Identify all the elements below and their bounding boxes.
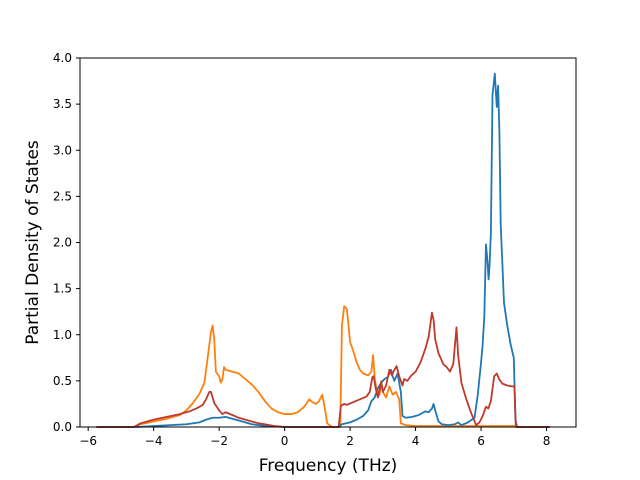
series-layer: [96, 72, 550, 428]
y-axis-title: Partial Density of States: [23, 140, 43, 345]
y-axis: 0.0 0.5 1.0 1.5 2.0 2.5 3.0 3.5 4.0: [53, 51, 80, 434]
x-axis-title: Frequency (THz): [259, 456, 398, 476]
series-line-1: [96, 305, 550, 428]
y-tick-label: 2.0: [53, 236, 72, 250]
y-tick-label: 0.0: [53, 420, 72, 434]
x-axis: −6 −4 −2 0 2 4 6 8: [79, 427, 550, 448]
y-tick-label: 1.0: [53, 328, 72, 342]
x-tick-label: 8: [543, 434, 551, 448]
x-tick-label: 2: [346, 434, 354, 448]
series-line-2: [96, 72, 550, 428]
y-tick-label: 1.5: [53, 282, 72, 296]
x-tick-label: −4: [145, 434, 163, 448]
series-line-3: [96, 311, 550, 428]
x-tick-label: 4: [412, 434, 420, 448]
y-tick-label: 2.5: [53, 189, 72, 203]
x-tick-label: 6: [477, 434, 485, 448]
x-tick-label: 0: [281, 434, 289, 448]
x-tick-label: −2: [210, 434, 228, 448]
y-tick-label: 3.0: [53, 143, 72, 157]
x-tick-label: −6: [79, 434, 97, 448]
y-tick-label: 3.5: [53, 97, 72, 111]
y-tick-label: 4.0: [53, 51, 72, 65]
y-tick-label: 0.5: [53, 374, 72, 388]
